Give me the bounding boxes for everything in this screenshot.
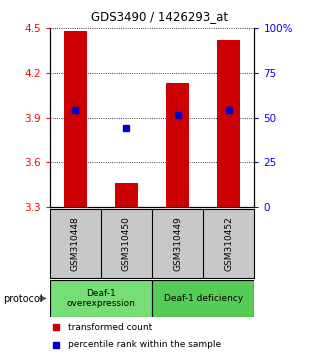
Bar (115, 183, 138, 207)
Text: percentile rank within the sample: percentile rank within the sample (68, 340, 221, 349)
Bar (64, 31, 87, 207)
Text: Deaf-1
overexpression: Deaf-1 overexpression (66, 289, 135, 308)
Text: transformed count: transformed count (68, 322, 152, 331)
Bar (166, 84, 189, 207)
Text: GSM310449: GSM310449 (173, 216, 182, 271)
Bar (217, 40, 240, 207)
Bar (152, 280, 254, 317)
Text: GSM310448: GSM310448 (71, 216, 80, 271)
Text: GSM310452: GSM310452 (224, 216, 233, 271)
Text: protocol: protocol (3, 294, 43, 304)
Text: GDS3490 / 1426293_at: GDS3490 / 1426293_at (92, 10, 228, 23)
Bar (50, 280, 152, 317)
Text: GSM310450: GSM310450 (122, 216, 131, 271)
Text: Deaf-1 deficiency: Deaf-1 deficiency (164, 294, 243, 303)
